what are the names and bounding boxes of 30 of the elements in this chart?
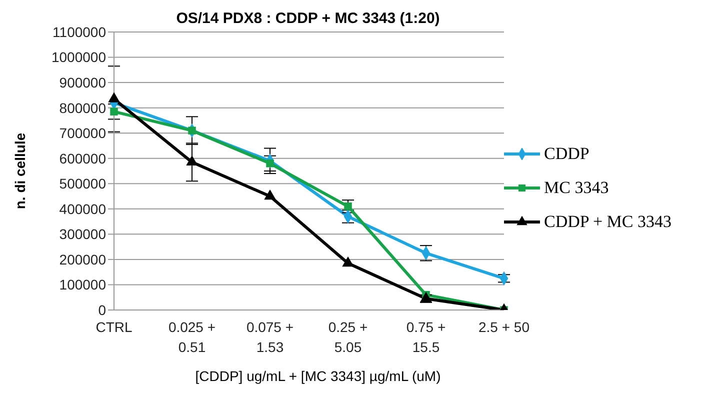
- x-tick-label: 0.025 + 0.51: [168, 319, 216, 355]
- legend-label: CDDP: [544, 144, 590, 164]
- point: [420, 292, 432, 302]
- y-tick-label: 100000: [59, 276, 106, 293]
- x-tick-label: 0.75 + 15.5: [406, 319, 446, 355]
- y-tick-label: 1100000: [52, 24, 106, 40]
- x-axis-title: [CDDP] ug/mL + [MC 3343] µg/mL (uM): [194, 368, 442, 384]
- y-tick-label: 300000: [59, 226, 106, 242]
- y-tick-label: 900000: [59, 74, 106, 91]
- x-tick-label: 2.5 + 50: [478, 319, 530, 335]
- y-tick-label: 500000: [59, 176, 106, 192]
- y-tick-label: 200000: [59, 251, 106, 268]
- point: [264, 189, 276, 200]
- x-tick-label: 0.25 + 5.05: [328, 319, 368, 355]
- x-tick-label: CTRL: [96, 319, 132, 335]
- point: [344, 202, 352, 210]
- y-tick-label: 400000: [59, 200, 106, 217]
- point: [186, 155, 198, 166]
- y-axis-title: n. di cellule: [12, 132, 28, 210]
- x-tick-label: 0.075 + 1.53: [246, 319, 294, 355]
- y-tick-label: 1000000: [51, 49, 106, 66]
- legend-label: CDDP + MC 3343: [544, 212, 672, 232]
- chart-title: OS/14 PDX8 : CDDP + MC 3343 (1:20): [175, 10, 441, 27]
- legend-label: MC 3343: [544, 178, 609, 198]
- point: [110, 108, 118, 116]
- y-tick-label: 800000: [59, 100, 106, 116]
- y-tick-label: 600000: [59, 150, 106, 166]
- point: [342, 256, 354, 267]
- y-tick-label: 700000: [59, 125, 106, 142]
- y-tick-label: 0: [98, 302, 106, 318]
